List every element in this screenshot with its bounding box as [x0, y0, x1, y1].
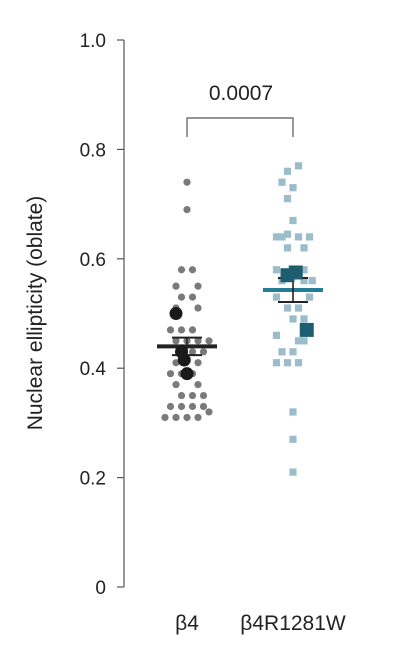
data-point [283, 230, 292, 238]
replicate-mean [177, 353, 191, 367]
data-point [194, 282, 202, 290]
y-tick-label: 0.8 [80, 140, 106, 161]
data-point [300, 337, 308, 345]
data-point [289, 348, 297, 356]
data-point [177, 402, 186, 411]
y-axis: 0 0.2 0.4 0.6 0.8 1.0 [80, 31, 125, 599]
data-point [300, 266, 308, 274]
data-point [161, 413, 169, 422]
data-point [294, 359, 303, 367]
data-marks [157, 162, 323, 476]
y-tick-label: 0.6 [80, 250, 106, 271]
replicate-mean [180, 367, 194, 381]
data-point [199, 348, 208, 356]
data-point [166, 370, 175, 378]
data-point [194, 359, 202, 367]
data-point [294, 162, 303, 170]
data-point [177, 391, 186, 400]
replicate-mean [169, 307, 183, 320]
data-point [194, 304, 202, 312]
data-point [205, 337, 213, 345]
data-point [194, 381, 202, 389]
data-point [205, 408, 213, 416]
data-point [272, 233, 281, 241]
data-point [188, 266, 197, 274]
data-point [188, 326, 197, 334]
data-point [283, 304, 292, 312]
data-point [166, 326, 175, 334]
category-labels: β4 β4R1281W [175, 612, 346, 635]
data-point [300, 315, 308, 323]
data-point [289, 408, 297, 416]
data-point [272, 266, 281, 274]
data-point [177, 293, 186, 301]
data-point [172, 337, 180, 345]
data-point [294, 304, 303, 312]
data-point [305, 233, 314, 241]
data-point [294, 337, 303, 345]
data-point [177, 326, 186, 334]
data-point [278, 178, 286, 186]
data-point [278, 233, 286, 241]
data-point [300, 277, 308, 285]
data-point [283, 167, 292, 175]
data-point [183, 205, 191, 214]
data-point [283, 244, 292, 252]
data-point [289, 315, 297, 323]
data-point [300, 244, 308, 252]
data-point [183, 413, 191, 422]
data-point [188, 391, 197, 400]
y-tick-label: 0.4 [80, 359, 107, 380]
y-axis-title: Nuclear ellipticity (oblate) [24, 196, 47, 431]
y-tick-label: 0 [95, 578, 106, 599]
data-point [294, 233, 303, 241]
data-point [308, 277, 316, 285]
data-point [188, 348, 197, 356]
data-point [172, 413, 180, 422]
data-point [305, 293, 314, 301]
significance-bracket [186, 117, 294, 137]
data-point [289, 468, 297, 476]
y-tick-label: 0.2 [80, 469, 106, 490]
data-point [166, 402, 175, 411]
data-point [289, 184, 297, 192]
data-point [278, 348, 286, 356]
p-value-annotation: 0.0007 [186, 82, 294, 137]
data-point [188, 293, 197, 301]
data-point [289, 216, 297, 225]
y-tick-label: 1.0 [80, 31, 106, 52]
replicate-mean [288, 265, 303, 280]
data-point [194, 337, 202, 345]
replicate-mean [299, 322, 314, 337]
p-value-label: 0.0007 [209, 82, 273, 105]
data-point [272, 293, 281, 301]
data-point [199, 402, 208, 411]
x-category-label: β4R1281W [240, 612, 346, 635]
data-point [183, 178, 191, 186]
data-point [188, 402, 197, 411]
data-point [289, 435, 297, 443]
x-category-label: β4 [175, 612, 199, 635]
data-point [199, 391, 208, 400]
data-point [172, 359, 180, 367]
data-point [283, 359, 292, 367]
data-point [283, 195, 292, 203]
data-point [172, 381, 180, 389]
data-point [177, 266, 186, 274]
data-point [272, 359, 281, 367]
data-point [172, 282, 180, 290]
data-point [194, 413, 202, 422]
data-point [272, 331, 281, 339]
